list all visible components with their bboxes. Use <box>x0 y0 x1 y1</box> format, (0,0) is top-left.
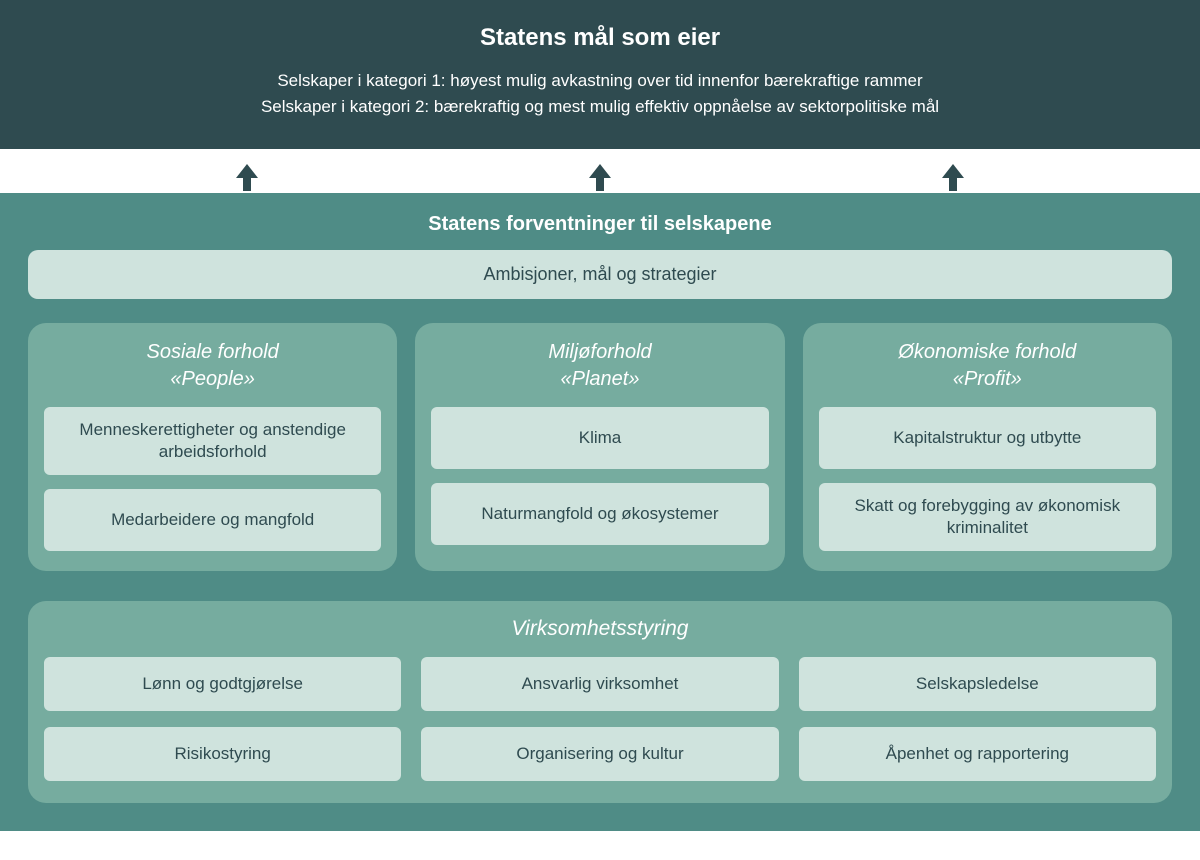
governance-item: Ansvarlig virksomhet <box>421 657 778 711</box>
pillars-row: Sosiale forhold «People» Menneskerettigh… <box>28 323 1172 571</box>
pillar-heading-line1: Sosiale forhold <box>147 341 279 363</box>
pillar-heading: Økonomiske forhold «Profit» <box>819 339 1156 393</box>
header-block: Statens mål som eier Selskaper i kategor… <box>0 0 1200 149</box>
pillar-heading: Sosiale forhold «People» <box>44 339 381 393</box>
pillar-planet: Miljøforhold «Planet» Klima Naturmangfol… <box>415 323 784 571</box>
pillar-item: Klima <box>431 407 768 469</box>
pillar-people: Sosiale forhold «People» Menneskerettigh… <box>28 323 397 571</box>
governance-block: Virksomhetsstyring Lønn og godtgjørelse … <box>28 601 1172 803</box>
governance-item: Lønn og godtgjørelse <box>44 657 401 711</box>
header-line-1: Selskaper i kategori 1: høyest mulig avk… <box>40 68 1160 94</box>
arrows-row <box>0 149 1200 193</box>
pillar-heading-line2: «Planet» <box>561 368 640 390</box>
governance-item: Selskapsledelse <box>799 657 1156 711</box>
lower-panel: Statens forventninger til selskapene Amb… <box>0 193 1200 831</box>
header-title: Statens mål som eier <box>40 24 1160 52</box>
governance-item: Risikostyring <box>44 727 401 781</box>
ambitions-bar: Ambisjoner, mål og strategier <box>28 250 1172 299</box>
lower-title: Statens forventninger til selskapene <box>28 213 1172 236</box>
pillar-item: Medarbeidere og mangfold <box>44 489 381 551</box>
arrow-up-icon <box>942 164 964 178</box>
pillar-heading-line2: «People» <box>170 368 255 390</box>
diagram-container: Statens mål som eier Selskaper i kategor… <box>0 0 1200 831</box>
governance-item: Organisering og kultur <box>421 727 778 781</box>
arrow-up-icon <box>589 164 611 178</box>
governance-title: Virksomhetsstyring <box>44 617 1156 641</box>
pillar-profit: Økonomiske forhold «Profit» Kapitalstruk… <box>803 323 1172 571</box>
pillar-item: Menneskerettigheter og anstendige arbeid… <box>44 407 381 475</box>
pillar-item: Kapitalstruktur og utbytte <box>819 407 1156 469</box>
pillar-heading-line2: «Profit» <box>953 368 1022 390</box>
governance-grid: Lønn og godtgjørelse Ansvarlig virksomhe… <box>44 657 1156 781</box>
pillar-item: Skatt og forebygging av økonomisk krimin… <box>819 483 1156 551</box>
arrow-up-icon <box>236 164 258 178</box>
governance-item: Åpenhet og rapportering <box>799 727 1156 781</box>
pillar-heading-line1: Økonomiske forhold <box>898 341 1076 363</box>
header-line-2: Selskaper i kategori 2: bærekraftig og m… <box>40 94 1160 120</box>
pillar-item: Naturmangfold og økosystemer <box>431 483 768 545</box>
pillar-heading: Miljøforhold «Planet» <box>431 339 768 393</box>
pillar-heading-line1: Miljøforhold <box>548 341 651 363</box>
